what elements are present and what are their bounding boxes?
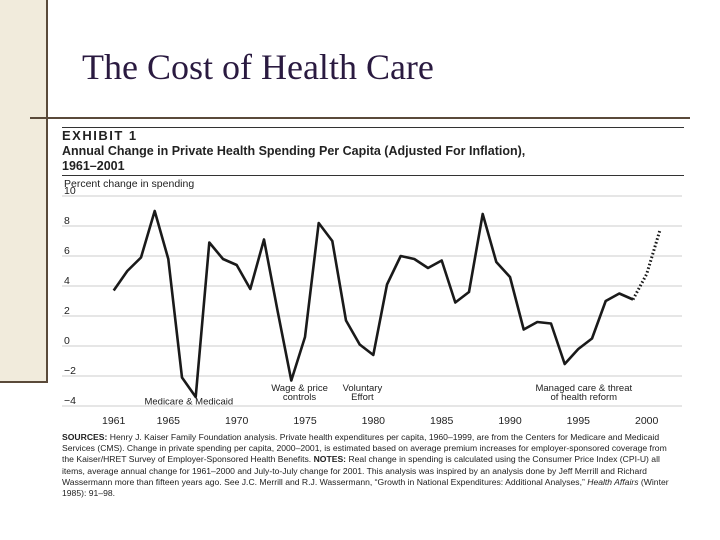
annotation-label: Managed care & threat (535, 383, 632, 394)
exhibit-top-rule (62, 127, 684, 128)
annotation-label: Medicare & Medicaid (144, 397, 233, 408)
x-tick-label: 1980 (362, 415, 386, 427)
line-chart: 10 8 6 4 2 0 −2 −4 1961 1965 1970 1975 1980 1985 1990… (62, 178, 682, 427)
annotation-label: Effort (351, 392, 374, 403)
exhibit-title-rule (62, 175, 684, 176)
y-tick-label: 2 (64, 305, 70, 317)
annotation-label: Wage & price (271, 383, 328, 394)
x-tick-label: 1985 (430, 415, 454, 427)
slide-title: The Cost of Health Care (82, 47, 434, 87)
x-tick-label: 2000 (635, 415, 659, 427)
exhibit-figure: EXHIBIT 1 Annual Change in Private Healt… (54, 122, 690, 514)
sources-label: SOURCES: (62, 432, 108, 442)
annotation-label: of health reform (551, 392, 618, 403)
y-axis-label: Percent change in spending (64, 178, 194, 190)
left-accent-bar (0, 0, 46, 383)
x-tick-label: 1975 (293, 415, 317, 427)
left-accent-tick (0, 381, 48, 383)
notes-journal: Health Affairs (587, 476, 639, 487)
y-tick-label: −2 (64, 365, 76, 377)
y-tick-label: 10 (64, 185, 76, 197)
sources-notes: SOURCES: Henry J. Kaiser Family Foundati… (62, 432, 674, 499)
y-tick-labels: 10 8 6 4 2 0 −2 −4 (64, 185, 76, 407)
x-tick-labels: 1961 1965 1970 1975 1980 1985 1990 1995 2000 (102, 415, 659, 427)
notes-text: Real change in spending is calculated us… (62, 454, 660, 487)
x-tick-label: 1990 (498, 415, 522, 427)
x-tick-label: 1970 (225, 415, 249, 427)
notes-label: NOTES: (313, 454, 347, 465)
y-tick-label: 0 (64, 335, 70, 347)
y-tick-label: 8 (64, 215, 70, 227)
annotation-label: controls (283, 392, 317, 403)
notes-cite: (Winter 1985): 91–98. (62, 476, 669, 499)
sources-text: Henry J. Kaiser Family Foundation analys… (62, 432, 667, 465)
title-underline (30, 117, 690, 119)
grid-lines (62, 195, 682, 407)
x-tick-label: 1961 (102, 415, 126, 427)
x-tick-label: 1995 (567, 415, 591, 427)
series-lines (112, 209, 662, 399)
series-line-estimate (631, 228, 662, 301)
exhibit-label: EXHIBIT 1 (62, 128, 138, 143)
y-tick-label: −4 (64, 395, 76, 407)
exhibit-title-text: Annual Change in Private Health Spending… (62, 144, 526, 158)
series-line-actual (112, 209, 634, 399)
x-tick-label: 1965 (157, 415, 181, 427)
left-accent-rule (46, 0, 48, 383)
annotation-label: Voluntary (343, 383, 383, 394)
exhibit-title-years: 1961–2001 (62, 159, 125, 173)
y-tick-label: 4 (64, 275, 70, 287)
y-tick-label: 6 (64, 245, 70, 257)
exhibit-title: Annual Change in Private Health Spending… (62, 144, 682, 174)
